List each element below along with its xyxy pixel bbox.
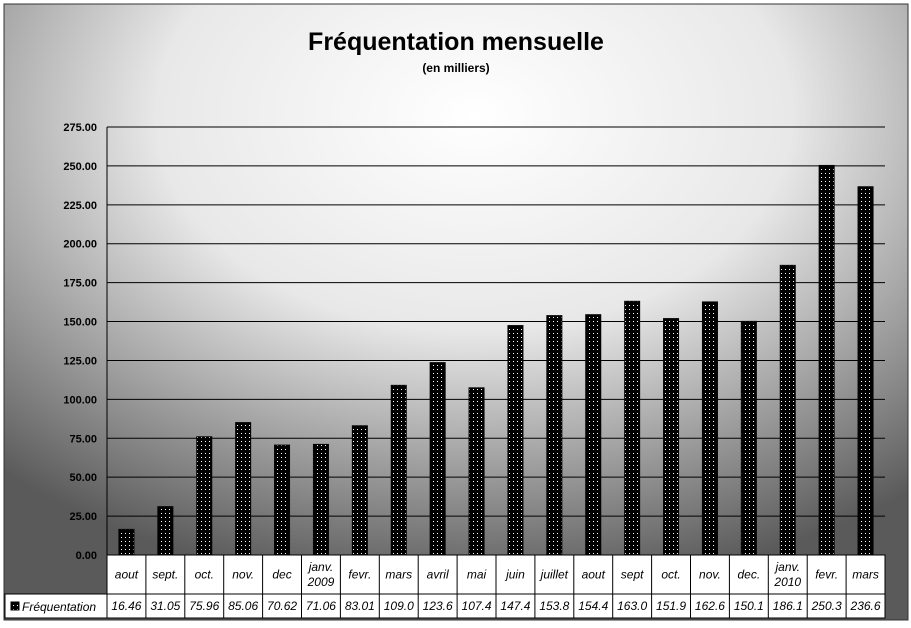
data-label: 16.46: [111, 599, 141, 613]
data-label: 107.4: [462, 599, 492, 613]
bar: [429, 362, 446, 556]
bar: [507, 325, 524, 556]
bar: [235, 422, 252, 556]
x-tick-label: 2009: [307, 575, 335, 589]
x-tick-label: mars: [385, 568, 412, 582]
data-label: 154.4: [578, 599, 608, 613]
legend-swatch: [10, 601, 20, 611]
bar: [740, 320, 757, 556]
data-label: 236.6: [850, 599, 881, 613]
x-tick-label: dec: [272, 568, 291, 582]
y-tick-label: 100.00: [63, 394, 97, 406]
x-tick-label: oct.: [195, 568, 214, 582]
y-axis-ticks: 0.00 25.00 50.00 75.00 100.00 125.00 150.00 175…: [63, 122, 97, 562]
bar: [546, 315, 563, 556]
bar: [157, 506, 174, 556]
x-tick-label: mai: [467, 568, 487, 582]
chart-subtitle: (en milliers): [422, 61, 489, 75]
bar: [312, 443, 329, 556]
bar: [351, 425, 368, 556]
x-tick-label: janv.: [307, 560, 333, 574]
data-label: 250.3: [811, 599, 842, 613]
x-tick-label: nov.: [699, 568, 721, 582]
y-tick-label: 225.00: [63, 200, 97, 212]
data-label: 70.62: [267, 599, 297, 613]
x-tick-label: avril: [427, 568, 449, 582]
bar: [857, 186, 874, 556]
y-tick-label: 125.00: [63, 355, 97, 367]
bar: [663, 318, 680, 556]
data-label: 123.6: [423, 599, 453, 613]
data-label: 83.01: [345, 599, 375, 613]
data-label: 147.4: [500, 599, 530, 613]
y-tick-label: 25.00: [69, 511, 97, 523]
bar: [468, 387, 485, 556]
data-label: 153.8: [539, 599, 569, 613]
bar: [818, 164, 835, 556]
x-tick-label: juin: [504, 568, 525, 582]
y-tick-label: 250.00: [63, 161, 97, 173]
x-tick-label: janv.: [774, 560, 800, 574]
data-label: 75.96: [189, 599, 219, 613]
x-tick-label: fevr.: [815, 568, 838, 582]
bar: [585, 314, 602, 556]
data-label: 163.0: [617, 599, 647, 613]
chart-title: Fréquentation mensuelle: [308, 28, 604, 56]
chart-background: [3, 3, 909, 621]
x-tick-label: mars: [852, 568, 879, 582]
y-tick-label: 275.00: [63, 122, 97, 134]
data-label: 150.1: [734, 599, 764, 613]
data-label: 31.05: [150, 599, 180, 613]
data-label: 162.6: [695, 599, 725, 613]
x-tick-label: fevr.: [348, 568, 371, 582]
x-tick-label: aout: [582, 568, 606, 582]
data-label: 151.9: [656, 599, 686, 613]
y-tick-label: 150.00: [63, 317, 97, 329]
x-tick-label: sept.: [152, 568, 178, 582]
y-tick-label: 50.00: [69, 472, 97, 484]
x-tick-label: dec.: [738, 568, 761, 582]
bar: [196, 436, 213, 556]
data-label: 109.0: [384, 599, 414, 613]
y-tick-label: 75.00: [69, 433, 97, 445]
x-tick-label: juillet: [539, 568, 569, 582]
x-tick-label: 2010: [773, 575, 801, 589]
bar: [624, 300, 641, 556]
bar: [118, 528, 135, 556]
bar: [779, 264, 796, 556]
bar-series: [118, 164, 874, 556]
bar: [390, 384, 407, 556]
y-tick-label: 200.00: [63, 239, 97, 251]
legend-series-name: Fréquentation: [22, 600, 96, 614]
table-value-row: [4, 593, 886, 619]
bar: [701, 301, 718, 556]
data-label: 71.06: [306, 599, 336, 613]
x-tick-label: oct.: [661, 568, 680, 582]
data-label: 85.06: [228, 599, 258, 613]
y-tick-label: 175.00: [63, 278, 97, 290]
y-tick-label: 0.00: [76, 550, 97, 562]
x-tick-label: aout: [115, 568, 139, 582]
bar: [274, 444, 291, 556]
data-label: 186.1: [773, 599, 803, 613]
x-tick-label: nov.: [232, 568, 254, 582]
x-tick-label: sept: [621, 568, 644, 582]
